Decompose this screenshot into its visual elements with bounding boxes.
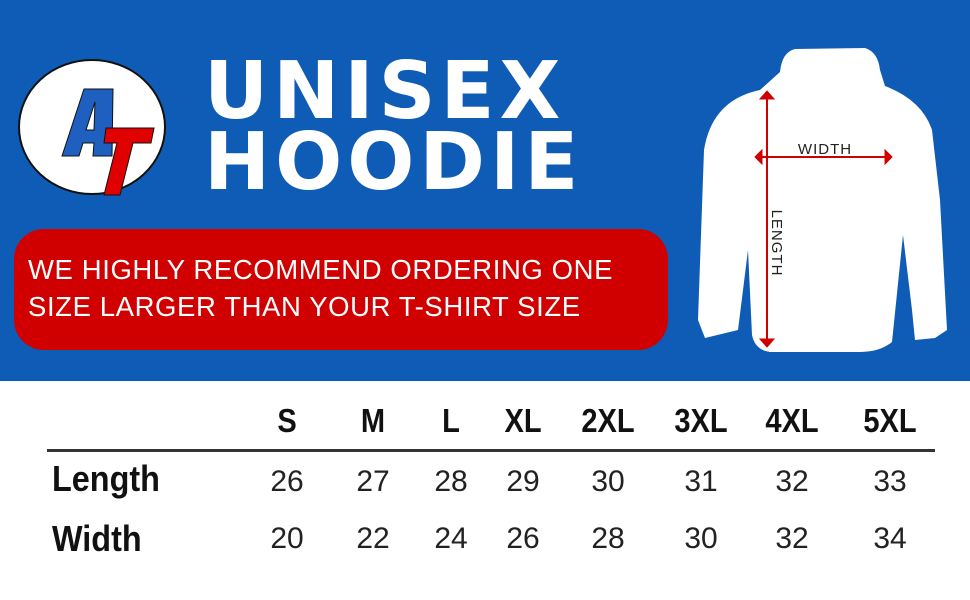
table-cell: 24 (434, 522, 468, 555)
size-header: 3XL (674, 402, 728, 439)
table-cell: 29 (506, 465, 540, 498)
row-label-length: Length (52, 458, 160, 499)
table-cell: 30 (591, 465, 625, 498)
hoodie-diagram: WIDTH LENGTH (698, 48, 947, 352)
size-header: S (277, 402, 297, 439)
table-cell: 31 (684, 465, 718, 498)
table-cell: 26 (270, 465, 304, 498)
table-cell: 28 (591, 522, 625, 555)
table-cell: 22 (356, 522, 390, 555)
size-header: 2XL (581, 402, 635, 439)
table-cell: 30 (684, 522, 718, 555)
table-cell: 28 (434, 465, 468, 498)
table-cell: 27 (356, 465, 390, 498)
banner-line-1: WE HIGHLY RECOMMEND ORDERING ONE (28, 254, 614, 285)
size-header: 4XL (765, 402, 819, 439)
length-label: LENGTH (768, 210, 785, 277)
size-header: L (442, 402, 460, 439)
table-cell: 34 (873, 522, 907, 555)
size-header: 5XL (863, 402, 917, 439)
table-cell: 20 (270, 522, 304, 555)
table-cell: 32 (775, 522, 809, 555)
width-arrow (754, 148, 893, 166)
table-cell: 32 (775, 465, 809, 498)
size-header: XL (504, 402, 542, 439)
size-header: M (360, 402, 386, 439)
at-logo (18, 59, 166, 196)
table-divider (47, 449, 935, 452)
table-cell: 26 (506, 522, 540, 555)
recommendation-banner: WE HIGHLY RECOMMEND ORDERING ONE SIZE LA… (14, 229, 668, 350)
table-cell: 33 (873, 465, 907, 498)
width-label: WIDTH (798, 141, 852, 158)
row-label-width: Width (52, 518, 142, 559)
hoodie-silhouette (698, 48, 947, 352)
title-unisex: UNISEX (204, 45, 566, 137)
title-hoodie: HOODIE (204, 116, 584, 208)
banner-line-2: SIZE LARGER THAN YOUR T-SHIRT SIZE (28, 291, 581, 322)
length-arrow (758, 90, 776, 348)
